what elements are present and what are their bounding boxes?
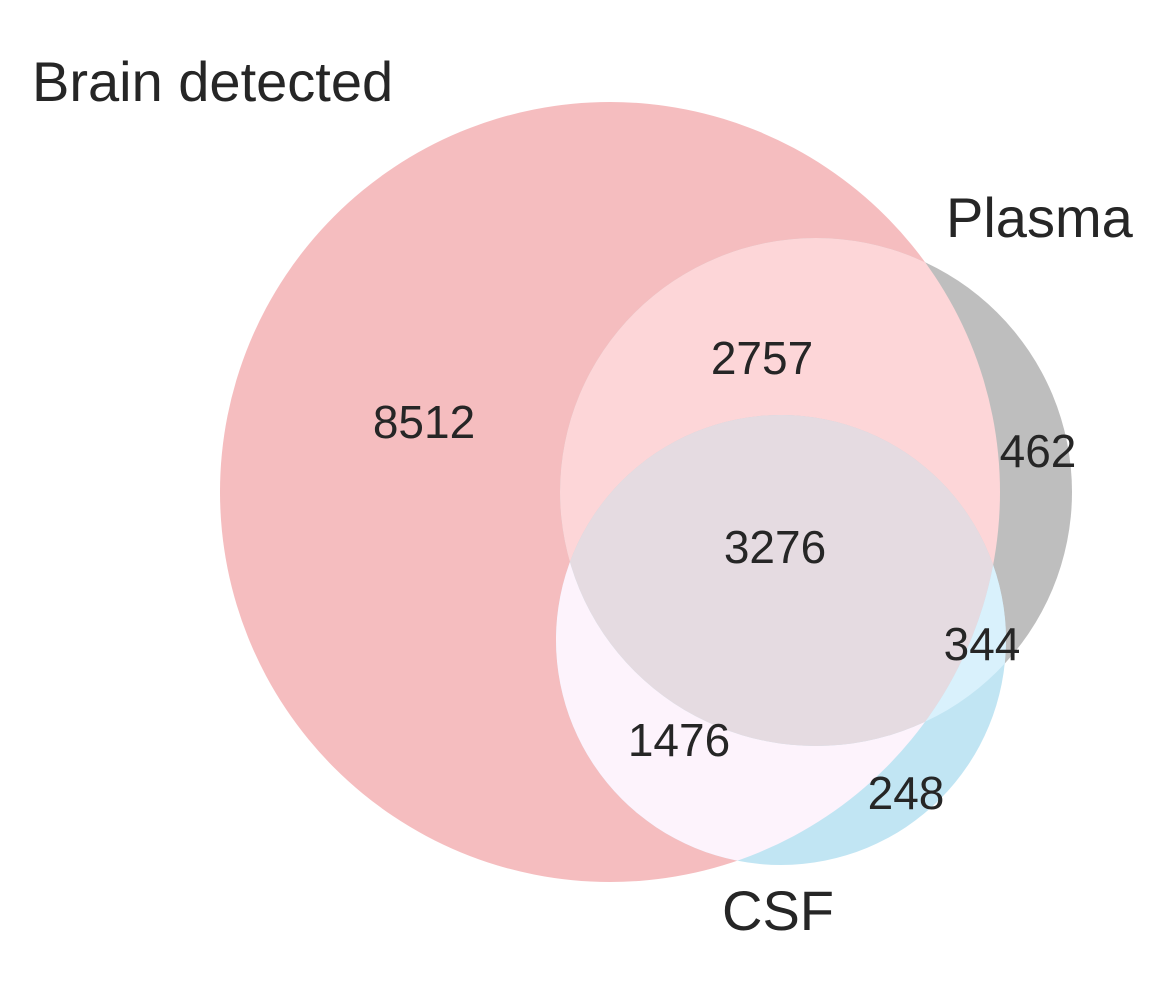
count-brain-csf: 1476 bbox=[628, 714, 730, 766]
count-brain-plasma: 2757 bbox=[711, 332, 813, 384]
count-brain-only: 8512 bbox=[373, 396, 475, 448]
region-all-three bbox=[560, 415, 1000, 746]
csf-set-label: CSF bbox=[722, 879, 834, 942]
count-plasma-csf: 344 bbox=[944, 618, 1021, 670]
count-csf-only: 248 bbox=[868, 767, 945, 819]
count-plasma-only: 462 bbox=[1000, 425, 1077, 477]
brain-set-label: Brain detected bbox=[32, 50, 393, 113]
plasma-set-label: Plasma bbox=[946, 186, 1134, 249]
count-all-three: 3276 bbox=[724, 521, 826, 573]
